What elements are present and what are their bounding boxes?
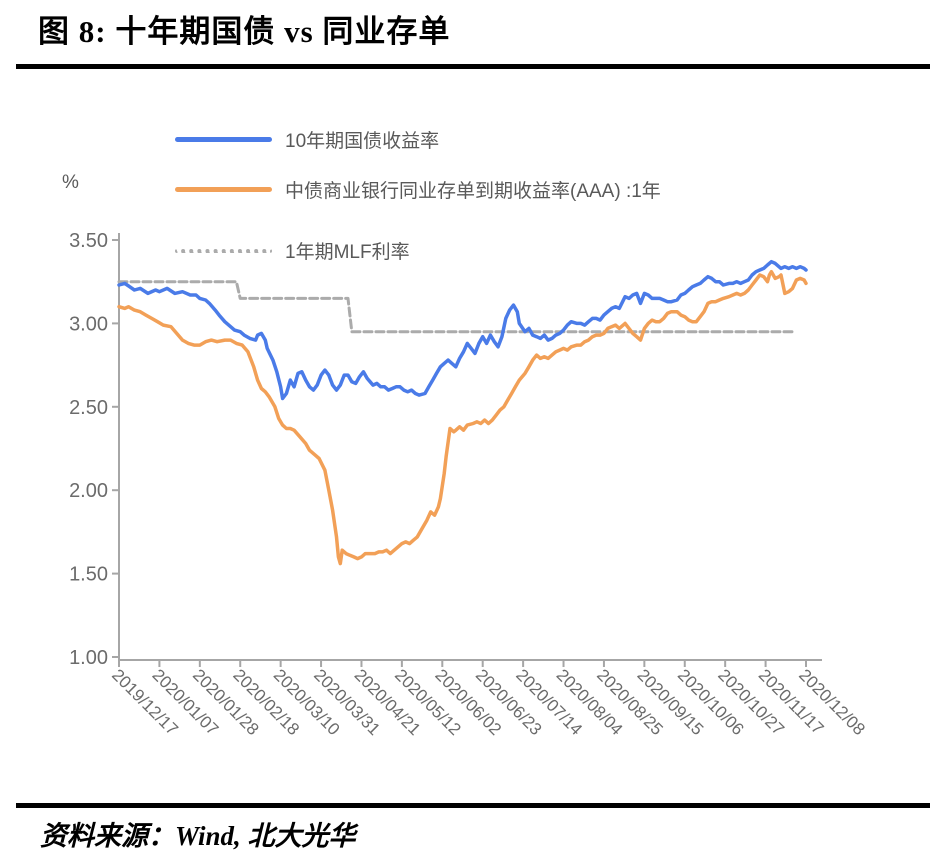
legend-item-mlf: 1年期MLF利率 <box>175 237 410 264</box>
y-axis-unit-label: % <box>62 172 79 193</box>
legend-label-ncd: 中债商业银行同业存单到期收益率(AAA) :1年 <box>285 181 661 202</box>
treasury-line-swatch <box>175 137 272 142</box>
mlf-line-swatch <box>175 248 272 253</box>
ncd-line-swatch <box>175 187 272 192</box>
y-tick-label: 2.50 <box>69 397 108 419</box>
y-tick-label: 1.00 <box>69 647 108 669</box>
y-tick-label: 1.50 <box>69 564 108 586</box>
figure-title: 图 8: 十年期国债 vs 同业存单 <box>38 14 451 49</box>
title-divider <box>16 64 930 69</box>
axes: 3.503.002.502.001.501.002019/12/172020/0… <box>69 230 869 739</box>
series-line-2 <box>117 280 794 334</box>
series-line-1 <box>117 269 808 566</box>
source-divider <box>16 803 930 808</box>
legend-item-ncd: 中债商业银行同业存单到期收益率(AAA) :1年 <box>175 176 661 203</box>
legend-label-treasury: 10年期国债收益率 <box>285 131 440 152</box>
series-line-0 <box>117 259 808 401</box>
legend-label-mlf: 1年期MLF利率 <box>285 242 410 263</box>
y-tick-label: 2.00 <box>69 480 108 502</box>
source-note: 资料来源：Wind, 北大光华 <box>40 821 356 851</box>
y-tick-label: 3.50 <box>69 230 108 252</box>
legend-item-treasury: 10年期国债收益率 <box>175 126 439 153</box>
y-tick-label: 3.00 <box>69 313 108 335</box>
